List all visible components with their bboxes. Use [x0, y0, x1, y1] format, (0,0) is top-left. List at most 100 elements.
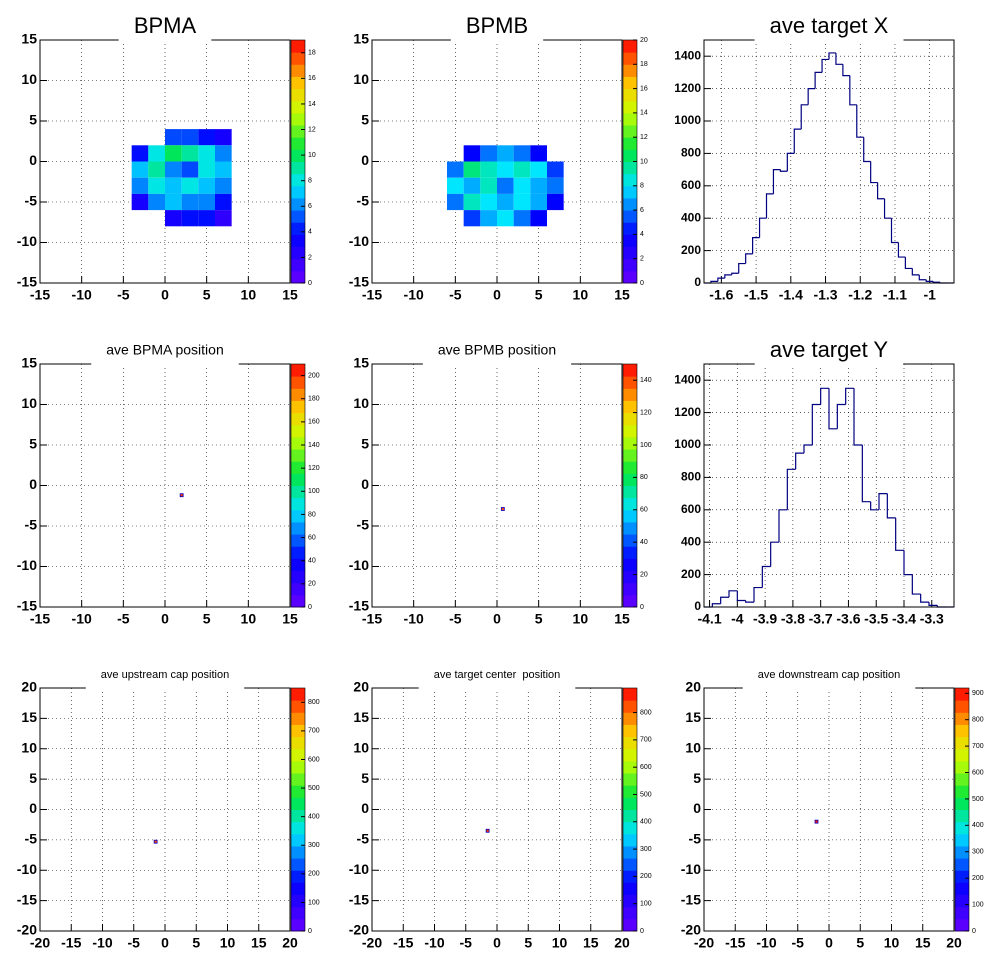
colorbar-label: 120	[308, 465, 320, 472]
colorbar-step	[623, 76, 637, 90]
heat-cell	[485, 828, 490, 833]
colorbar-step	[623, 64, 637, 77]
colorbar-step	[955, 688, 969, 701]
colorbar-step	[623, 270, 637, 284]
colorbar-step	[291, 724, 305, 738]
colorbar-label: 20	[640, 571, 648, 578]
chart-title: ave target Y	[770, 337, 889, 362]
colorbar-step	[955, 882, 969, 896]
heat-cell	[165, 161, 182, 178]
heat-cell	[179, 493, 184, 498]
y-tick-label: 400	[681, 534, 701, 548]
histogram-bin	[779, 169, 788, 172]
histogram-bin	[897, 242, 906, 258]
heat-cell	[165, 145, 182, 162]
y-tick-label: 0	[361, 476, 369, 492]
histogram-bin	[828, 388, 838, 430]
x-tick-label: -5	[449, 287, 462, 303]
colorbar-step	[291, 833, 305, 847]
colorbar-frame	[290, 363, 306, 608]
histogram-bin	[849, 75, 857, 106]
colorbar-frame	[954, 687, 970, 932]
y-tick-label: -10	[349, 557, 369, 573]
y-tick-label: 0	[361, 152, 369, 168]
colorbar-step	[623, 688, 637, 701]
colorbar-label: 4	[308, 229, 312, 236]
heat-cell	[131, 161, 149, 178]
colorbar-label: 500	[640, 791, 652, 798]
histogram-bin	[890, 218, 899, 244]
heat-cell	[198, 177, 215, 194]
colorbar-label: 600	[640, 764, 652, 771]
y-tick-label: -5	[357, 831, 370, 847]
colorbar-step	[623, 724, 637, 738]
x-tick-label: -1.6	[709, 287, 733, 303]
x-tick-label: -20	[694, 935, 714, 951]
x-tick-label: -15	[61, 935, 81, 951]
histogram-bin	[745, 253, 753, 264]
y-tick-label: 10	[21, 395, 37, 411]
title-box	[91, 338, 239, 365]
x-tick-label: -1	[923, 287, 936, 303]
x-tick-label: 15	[583, 935, 599, 951]
y-tick-label: -10	[17, 233, 37, 249]
x-tick-label: -3.7	[809, 611, 833, 627]
heat-cell	[165, 193, 182, 211]
plot-frame	[704, 40, 954, 283]
colorbar-step	[623, 821, 637, 835]
y-tick-label: 5	[29, 112, 37, 128]
heat-cell	[463, 161, 481, 178]
colorbar-step	[955, 918, 969, 932]
chart-title: ave upstream cap position	[101, 669, 229, 681]
x-tick-label: 0	[161, 287, 169, 303]
colorbar-step	[291, 137, 305, 150]
histogram-bin	[835, 52, 843, 65]
colorbar-frame	[290, 687, 306, 932]
colorbar-step	[291, 40, 305, 53]
colorbar-step	[955, 894, 969, 908]
colorbar-step	[291, 64, 305, 77]
colorbar-label: 6	[308, 203, 312, 210]
y-tick-label: 10	[21, 739, 37, 755]
colorbar-step	[623, 461, 637, 474]
histogram-bin	[717, 277, 725, 282]
colorbar-step	[291, 906, 305, 920]
colorbar-step	[955, 906, 969, 920]
colorbar-step	[623, 40, 637, 53]
colorbar-step	[623, 246, 637, 260]
colorbar-step	[291, 870, 305, 883]
y-tick-label: -5	[25, 193, 38, 209]
colorbar-step	[623, 785, 637, 798]
y-tick-label: 0	[694, 599, 701, 613]
y-tick-label: 20	[685, 679, 701, 695]
heat-cell	[131, 145, 149, 162]
title-box	[742, 662, 916, 689]
colorbar-label: 100	[640, 442, 652, 449]
histogram-bin	[778, 509, 788, 543]
colorbar-step	[291, 412, 305, 426]
x-tick-label: -5	[128, 935, 141, 951]
heat-cell	[153, 839, 158, 844]
colorbar-step	[623, 222, 637, 235]
heat-cell	[480, 145, 497, 162]
y-tick-label: 400	[681, 210, 701, 224]
colorbar-step	[291, 894, 305, 908]
x-tick-label: 20	[946, 935, 962, 951]
panel: -15 -10 -5 0 5 10 15 -15 -10 -5 0 5 10 15 0 2 4 6 8 10 12 14 1…	[17, 13, 316, 303]
colorbar-label: 0	[308, 928, 312, 935]
x-tick-label: -1.5	[744, 287, 768, 303]
heat-cell	[198, 210, 215, 227]
colorbar-label: 10	[640, 158, 648, 165]
x-tick-label: -5	[460, 935, 473, 951]
colorbar-label: 100	[972, 901, 984, 908]
heat-cell	[131, 193, 149, 211]
y-tick-label: -15	[17, 598, 37, 614]
x-tick-label: 20	[282, 935, 298, 951]
colorbar-step	[623, 424, 637, 438]
colorbar-label: 20	[308, 581, 316, 588]
colorbar-step	[623, 388, 637, 401]
x-tick-label: -5	[792, 935, 805, 951]
histogram-bin	[761, 565, 771, 588]
colorbar-step	[623, 521, 637, 535]
title-box	[754, 14, 904, 41]
